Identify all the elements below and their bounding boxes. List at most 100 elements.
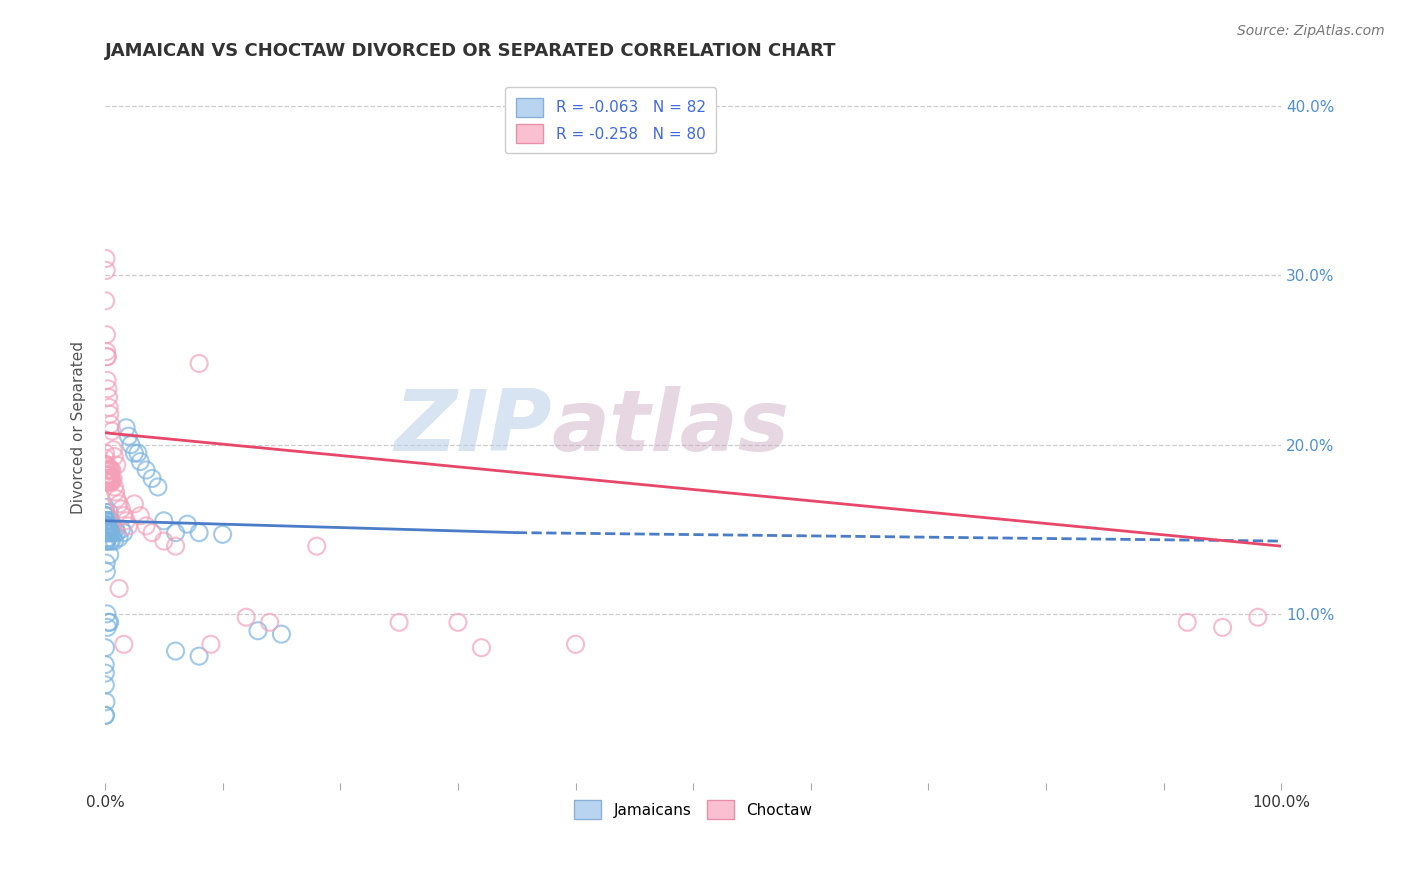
Point — [97, 471, 120, 485]
Point — [110, 522, 132, 536]
Point — [103, 480, 125, 494]
Point — [97, 382, 120, 396]
Point — [94, 471, 117, 485]
Point — [96, 350, 118, 364]
Point — [96, 514, 118, 528]
Point — [94, 500, 117, 515]
Point — [129, 454, 152, 468]
Y-axis label: Divorced or Separated: Divorced or Separated — [72, 342, 86, 514]
Point — [94, 505, 117, 519]
Point — [176, 517, 198, 532]
Point — [94, 514, 117, 528]
Point — [96, 525, 118, 540]
Point — [96, 475, 118, 489]
Point — [96, 344, 118, 359]
Point — [94, 517, 117, 532]
Point — [235, 610, 257, 624]
Point — [115, 514, 138, 528]
Point — [165, 525, 187, 540]
Point — [97, 519, 120, 533]
Point — [94, 514, 117, 528]
Point — [96, 373, 118, 387]
Point — [103, 471, 125, 485]
Point — [94, 525, 117, 540]
Point — [153, 534, 176, 549]
Point — [470, 640, 492, 655]
Point — [96, 475, 118, 489]
Point — [270, 627, 292, 641]
Point — [98, 468, 121, 483]
Point — [94, 508, 117, 523]
Point — [98, 548, 121, 562]
Point — [100, 475, 122, 489]
Point — [94, 508, 117, 523]
Point — [98, 525, 121, 540]
Point — [104, 522, 127, 536]
Point — [96, 620, 118, 634]
Point — [101, 519, 124, 533]
Point — [388, 615, 411, 630]
Point — [98, 471, 121, 485]
Point — [94, 451, 117, 466]
Point — [94, 525, 117, 540]
Point — [103, 525, 125, 540]
Point — [94, 463, 117, 477]
Point — [98, 407, 121, 421]
Point — [96, 508, 118, 523]
Point — [96, 468, 118, 483]
Point — [97, 475, 120, 489]
Point — [96, 525, 118, 540]
Point — [98, 534, 121, 549]
Point — [100, 471, 122, 485]
Point — [1212, 620, 1234, 634]
Point — [94, 657, 117, 672]
Legend: Jamaicans, Choctaw: Jamaicans, Choctaw — [568, 794, 818, 825]
Point — [188, 649, 211, 664]
Point — [1175, 615, 1198, 630]
Point — [97, 514, 120, 528]
Text: atlas: atlas — [553, 386, 790, 469]
Point — [94, 708, 117, 723]
Point — [97, 514, 120, 528]
Point — [96, 565, 118, 579]
Point — [112, 637, 135, 651]
Point — [97, 468, 120, 483]
Point — [153, 514, 176, 528]
Point — [96, 607, 118, 621]
Point — [165, 644, 187, 658]
Point — [165, 539, 187, 553]
Point — [305, 539, 328, 553]
Point — [94, 522, 117, 536]
Point — [97, 390, 120, 404]
Point — [115, 421, 138, 435]
Point — [96, 263, 118, 277]
Point — [141, 525, 163, 540]
Point — [96, 522, 118, 536]
Point — [188, 525, 211, 540]
Point — [103, 442, 125, 457]
Point — [94, 640, 117, 655]
Point — [94, 519, 117, 533]
Point — [97, 471, 120, 485]
Point — [117, 519, 139, 533]
Point — [105, 525, 128, 540]
Point — [94, 458, 117, 472]
Point — [96, 519, 118, 533]
Point — [96, 534, 118, 549]
Point — [97, 525, 120, 540]
Point — [101, 424, 124, 438]
Point — [101, 522, 124, 536]
Point — [94, 475, 117, 489]
Point — [98, 522, 121, 536]
Point — [104, 485, 127, 500]
Point — [96, 350, 118, 364]
Point — [112, 508, 135, 523]
Point — [98, 471, 121, 485]
Point — [564, 637, 586, 651]
Point — [103, 450, 125, 464]
Text: Source: ZipAtlas.com: Source: ZipAtlas.com — [1237, 24, 1385, 38]
Point — [98, 525, 121, 540]
Point — [120, 437, 142, 451]
Point — [100, 417, 122, 432]
Point — [135, 519, 157, 533]
